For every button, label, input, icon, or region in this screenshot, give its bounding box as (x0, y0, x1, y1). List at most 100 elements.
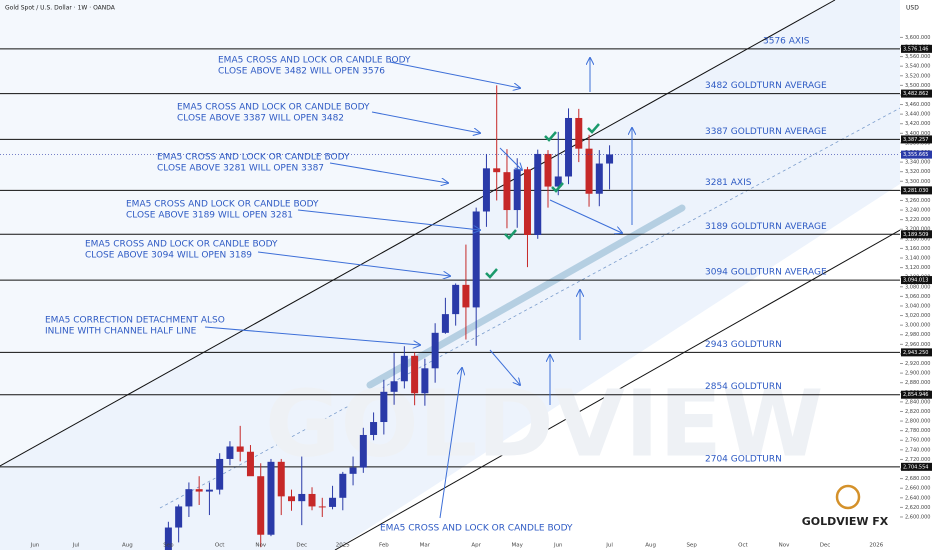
y-tick-label: 2,920.000 (905, 361, 930, 367)
candle-body (472, 211, 480, 308)
candle-body (318, 506, 326, 508)
x-tick-label: Jun (30, 543, 40, 549)
y-tick-label: 2,960.000 (905, 342, 930, 348)
price-tag (901, 89, 932, 98)
y-tick-label: 2,600.000 (905, 514, 930, 520)
arrow (439, 368, 462, 519)
level-text: 3482 GOLDTURN AVERAGE (705, 81, 827, 91)
level-text: 2854 GOLDTURN (705, 382, 782, 392)
candle-body (462, 284, 470, 308)
candle-body (267, 461, 275, 535)
y-tick-label: 3,320.000 (905, 169, 930, 175)
y-tick-label: 2,780.000 (905, 428, 930, 434)
arrow (389, 61, 520, 88)
candle-body (277, 461, 285, 497)
annotations: EMA5 CROSS AND LOCK OR CANDLE BODYCLOSE … (45, 56, 573, 534)
candle-body (493, 168, 501, 173)
logo: GOLDVIEW FX (802, 484, 889, 528)
arrows (204, 58, 632, 519)
y-tick-label: 3,000.000 (905, 323, 930, 329)
candle-body (370, 422, 378, 435)
candle-body (380, 391, 388, 423)
x-tick-label: May (512, 543, 524, 549)
x-tick-label: Oct (215, 543, 225, 549)
arrow (371, 111, 480, 133)
x-tick-label: Feb (379, 543, 389, 549)
x-tick-label: Jul (72, 543, 80, 549)
y-tick-label: 3,160.000 (905, 246, 930, 252)
price-tag-label: 2,854.946 (903, 392, 928, 398)
candle-body (216, 458, 224, 490)
y-tick-label: 3,220.000 (905, 217, 930, 223)
candle-body (585, 148, 593, 194)
price-tag-label: 2,704.554 (903, 464, 928, 470)
price-tag (901, 44, 932, 53)
logo-mark (835, 484, 861, 510)
annotation: CLOSE ABOVE 3189 WILL OPEN 3281 (126, 211, 293, 221)
y-tick-label: 2,760.000 (905, 438, 930, 444)
candle-body (349, 467, 357, 474)
candle-body (257, 476, 265, 535)
logo-text: GOLDVIEW FX (802, 515, 889, 528)
y-tick-label: 3,420.000 (905, 121, 930, 127)
level-text: 3576 AXIS (763, 36, 810, 46)
y-tick-label: 2,620.000 (905, 505, 930, 511)
annotation: CLOSE ABOVE 3482 WILL OPEN 3576 (218, 67, 385, 77)
candles (164, 85, 614, 550)
y-tick-label: 3,440.000 (905, 112, 930, 118)
arrow (499, 147, 522, 170)
y-tick-label: 2,680.000 (905, 476, 930, 482)
x-tick-label: Jul (605, 543, 613, 549)
candle-body (288, 496, 295, 502)
price-tag (901, 348, 932, 357)
candle-body (534, 153, 542, 235)
x-tick-label: Aug (645, 543, 656, 549)
candle-body (482, 168, 490, 212)
level-text: 2704 GOLDTURN (705, 454, 782, 464)
y-tick-label: 2,820.000 (905, 409, 930, 415)
check (544, 131, 557, 142)
y-tick-label: 3,300.000 (905, 179, 930, 185)
level-text: 3094 GOLDTURN AVERAGE (705, 268, 827, 278)
y-tick-label: 2,720.000 (905, 457, 930, 463)
candle-body (421, 368, 429, 394)
annotation: CLOSE ABOVE 3387 WILL OPEN 3482 (177, 114, 344, 124)
x-tick-label: Oct (738, 543, 748, 549)
channel-mid (159, 107, 901, 509)
y-tick-label: 2,880.000 (905, 380, 930, 386)
candle-body (400, 355, 408, 382)
candle-body (390, 381, 398, 392)
y-tick-label: 3,460.000 (905, 102, 930, 108)
price-tag-label: 3,281.030 (903, 188, 928, 194)
candle-body (175, 506, 183, 528)
currency: USD (906, 5, 919, 12)
y-tick-label: 3,040.000 (905, 303, 930, 309)
y-tick-label: 3,560.000 (905, 54, 930, 60)
check (485, 268, 498, 279)
y-tick-label: 2,660.000 (905, 486, 930, 492)
y-tick-label: 3,060.000 (905, 294, 930, 300)
y-tick-label: 3,180.000 (905, 236, 930, 242)
candle-body (246, 451, 254, 477)
chart-title: Gold Spot / U.S. Dollar · 1W · OANDA (5, 5, 116, 12)
candle-body (308, 493, 316, 507)
x-tick-label: 2025 (336, 543, 350, 549)
arrow (204, 326, 420, 345)
price-tags: 3,576.146 3,482.862 3,387.257 3,281.030 3,18… (901, 44, 932, 471)
candle-body (565, 117, 573, 177)
price-tag-label: 3,576.146 (903, 46, 928, 52)
candle-body (452, 284, 460, 315)
price-tag-label: 3,387.257 (903, 137, 928, 143)
price-tag-label: 3,094.013 (903, 278, 928, 284)
arrow (549, 199, 622, 233)
half-line-band (366, 204, 686, 389)
y-tick-label: 3,340.000 (905, 160, 930, 166)
price-tag (901, 230, 932, 239)
candle-body (606, 154, 614, 164)
annotation: EMA5 CROSS AND LOCK OR CANDLE BODY (177, 103, 370, 113)
current-price-label: 3,355.665 (903, 152, 928, 158)
annotation: EMA5 CROSS AND LOCK OR CANDLE BODY (218, 56, 411, 66)
x-tick-label: Aug (122, 543, 133, 549)
check (504, 229, 517, 240)
